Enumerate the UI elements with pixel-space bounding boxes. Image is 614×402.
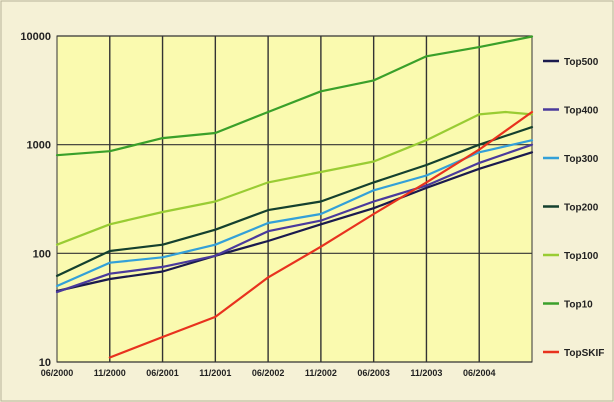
x-tick-label: 06/2002	[252, 368, 285, 378]
series-line-top400	[55, 143, 534, 294]
x-tick-label: 11/2000	[94, 368, 126, 378]
x-tick-label: 11/2003	[410, 368, 442, 378]
series-lines	[55, 35, 534, 359]
series-line-top200	[55, 125, 534, 277]
x-tick-label: 06/2000	[41, 368, 74, 378]
legend: Top500 Top400 Top300 Top200 Top100 Top10 TopSK…	[543, 57, 604, 359]
legend-label-top400: Top400	[564, 106, 599, 117]
y-tick-label: 1000	[27, 140, 51, 152]
x-tick-label: 06/2003	[357, 368, 390, 378]
plot-area	[56, 35, 533, 363]
series-line-topskif	[108, 110, 534, 359]
x-tick-label: 06/2004	[463, 368, 496, 378]
x-tick-label: 06/2001	[146, 368, 179, 378]
grid-lines	[57, 35, 533, 363]
y-tick-label: 10	[39, 357, 51, 369]
legend-label-topskif: TopSKIF	[564, 348, 604, 359]
legend-label-top300: Top300	[564, 154, 599, 165]
y-tick-label: 10000	[20, 31, 51, 43]
series-line-top500	[55, 151, 534, 293]
series-line-top100	[55, 110, 534, 246]
y-tick-label: 100	[33, 248, 51, 260]
x-axis-ticks: 06/2000 11/2000 06/2001 11/2001 06/2002 11/20…	[41, 368, 496, 378]
y-axis-ticks: 10 100 1000 10000	[20, 31, 51, 369]
legend-label-top200: Top200	[564, 203, 599, 214]
x-tick-label: 11/2002	[305, 368, 337, 378]
legend-label-top100: Top100	[564, 251, 599, 262]
series-line-top10	[55, 35, 534, 157]
legend-label-top500: Top500	[564, 57, 599, 68]
legend-label-top10: Top10	[564, 300, 593, 311]
x-tick-label: 11/2001	[199, 368, 231, 378]
series-line-top300	[55, 139, 534, 288]
